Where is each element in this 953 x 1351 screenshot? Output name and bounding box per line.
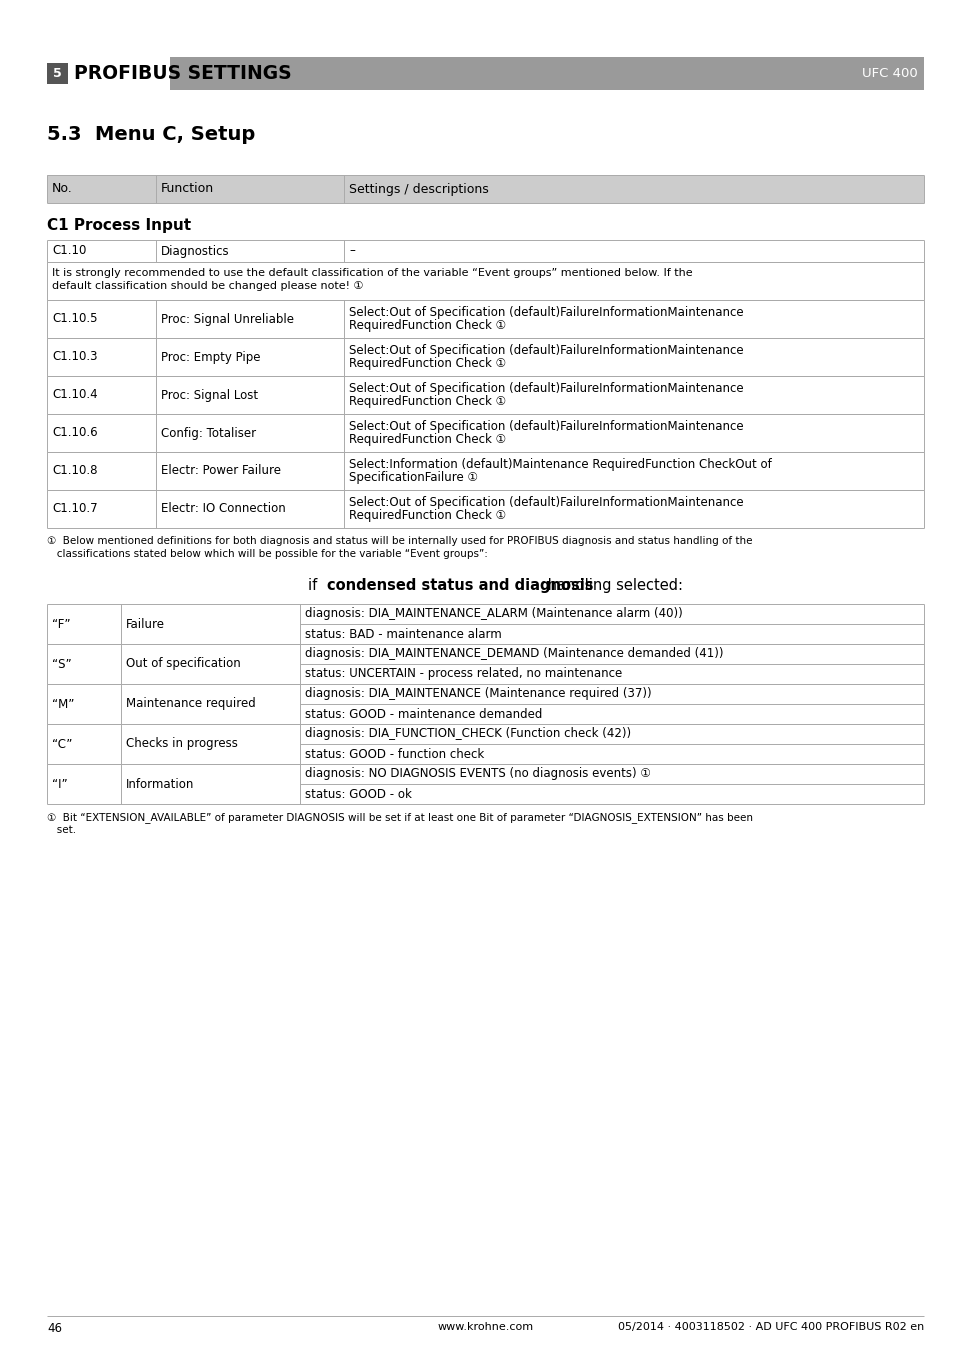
Text: RequiredFunction Check ①: RequiredFunction Check ① xyxy=(349,394,506,408)
Bar xyxy=(47,176,923,203)
Bar xyxy=(47,490,923,528)
Text: status: GOOD - maintenance demanded: status: GOOD - maintenance demanded xyxy=(305,708,542,720)
Bar xyxy=(47,453,923,490)
Bar xyxy=(47,262,923,300)
Text: Select:Out of Specification (default)FailureInformationMaintenance: Select:Out of Specification (default)Fai… xyxy=(349,305,742,319)
Text: No.: No. xyxy=(52,182,72,196)
Text: 05/2014 · 4003118502 · AD UFC 400 PROFIBUS R02 en: 05/2014 · 4003118502 · AD UFC 400 PROFIB… xyxy=(618,1323,923,1332)
Text: Select:Out of Specification (default)FailureInformationMaintenance: Select:Out of Specification (default)Fai… xyxy=(349,345,742,357)
Text: Information: Information xyxy=(126,777,194,790)
Text: C1.10.6: C1.10.6 xyxy=(52,427,97,439)
Text: Select:Out of Specification (default)FailureInformationMaintenance: Select:Out of Specification (default)Fai… xyxy=(349,420,742,434)
Bar xyxy=(47,63,68,84)
Text: It is strongly recommended to use the default classification of the variable “Ev: It is strongly recommended to use the de… xyxy=(52,267,692,278)
Text: C1.10: C1.10 xyxy=(52,245,87,258)
Text: C1 Process Input: C1 Process Input xyxy=(47,218,191,232)
Text: UFC 400: UFC 400 xyxy=(862,68,917,80)
Bar xyxy=(47,300,923,338)
Text: C1.10.5: C1.10.5 xyxy=(52,312,97,326)
Text: set.: set. xyxy=(47,825,76,835)
Text: Select:Out of Specification (default)FailureInformationMaintenance: Select:Out of Specification (default)Fai… xyxy=(349,496,742,509)
Text: diagnosis: DIA_FUNCTION_CHECK (Function check (42)): diagnosis: DIA_FUNCTION_CHECK (Function … xyxy=(305,727,631,740)
Text: “F”: “F” xyxy=(52,617,71,631)
Text: C1.10.3: C1.10.3 xyxy=(52,350,97,363)
Text: Out of specification: Out of specification xyxy=(126,658,240,670)
Bar xyxy=(47,240,923,262)
Bar xyxy=(47,376,923,413)
Text: default classification should be changed please note! ①: default classification should be changed… xyxy=(52,281,363,290)
Text: Electr: Power Failure: Electr: Power Failure xyxy=(161,465,281,477)
Text: www.krohne.com: www.krohne.com xyxy=(437,1323,533,1332)
Text: Diagnostics: Diagnostics xyxy=(161,245,230,258)
Text: RequiredFunction Check ①: RequiredFunction Check ① xyxy=(349,357,506,370)
Text: Proc: Signal Unreliable: Proc: Signal Unreliable xyxy=(161,312,294,326)
Text: Maintenance required: Maintenance required xyxy=(126,697,255,711)
Text: handling selected:: handling selected: xyxy=(542,578,682,593)
Text: diagnosis: DIA_MAINTENANCE_ALARM (Maintenance alarm (40)): diagnosis: DIA_MAINTENANCE_ALARM (Mainte… xyxy=(305,608,682,620)
Text: status: UNCERTAIN - process related, no maintenance: status: UNCERTAIN - process related, no … xyxy=(305,667,621,681)
Bar xyxy=(47,765,923,804)
Text: Function: Function xyxy=(161,182,213,196)
Text: Proc: Signal Lost: Proc: Signal Lost xyxy=(161,389,258,401)
Bar xyxy=(47,413,923,453)
Text: C1.10.7: C1.10.7 xyxy=(52,503,97,516)
Text: diagnosis: NO DIAGNOSIS EVENTS (no diagnosis events) ①: diagnosis: NO DIAGNOSIS EVENTS (no diagn… xyxy=(305,767,650,781)
Text: Proc: Empty Pipe: Proc: Empty Pipe xyxy=(161,350,260,363)
Text: if: if xyxy=(308,578,322,593)
Text: diagnosis: DIA_MAINTENANCE (Maintenance required (37)): diagnosis: DIA_MAINTENANCE (Maintenance … xyxy=(305,688,651,701)
Text: Electr: IO Connection: Electr: IO Connection xyxy=(161,503,286,516)
Text: status: BAD - maintenance alarm: status: BAD - maintenance alarm xyxy=(305,627,501,640)
Text: Select:Information (default)Maintenance RequiredFunction CheckOut of: Select:Information (default)Maintenance … xyxy=(349,458,771,471)
Text: PROFIBUS SETTINGS: PROFIBUS SETTINGS xyxy=(74,63,292,82)
Text: status: GOOD - ok: status: GOOD - ok xyxy=(305,788,412,801)
Text: Select:Out of Specification (default)FailureInformationMaintenance: Select:Out of Specification (default)Fai… xyxy=(349,382,742,394)
Text: “I”: “I” xyxy=(52,777,68,790)
Text: RequiredFunction Check ①: RequiredFunction Check ① xyxy=(349,434,506,446)
Text: 5.3  Menu C, Setup: 5.3 Menu C, Setup xyxy=(47,126,255,145)
Text: Failure: Failure xyxy=(126,617,165,631)
Text: Checks in progress: Checks in progress xyxy=(126,738,237,751)
Bar xyxy=(47,644,923,684)
Text: diagnosis: DIA_MAINTENANCE_DEMAND (Maintenance demanded (41)): diagnosis: DIA_MAINTENANCE_DEMAND (Maint… xyxy=(305,647,722,661)
Text: “S”: “S” xyxy=(52,658,71,670)
Text: 46: 46 xyxy=(47,1323,62,1335)
Text: Settings / descriptions: Settings / descriptions xyxy=(349,182,488,196)
Text: “C”: “C” xyxy=(52,738,72,751)
Text: classifications stated below which will be possible for the variable “Event grou: classifications stated below which will … xyxy=(47,549,487,559)
Bar xyxy=(47,724,923,765)
Bar xyxy=(170,57,923,91)
Text: ①  Bit “EXTENSION_AVAILABLE” of parameter DIAGNOSIS will be set if at least one : ① Bit “EXTENSION_AVAILABLE” of parameter… xyxy=(47,812,752,823)
Text: RequiredFunction Check ①: RequiredFunction Check ① xyxy=(349,509,506,521)
Bar xyxy=(47,604,923,644)
Text: status: GOOD - function check: status: GOOD - function check xyxy=(305,747,484,761)
Text: condensed status and diagnosis: condensed status and diagnosis xyxy=(327,578,593,593)
Text: Config: Totaliser: Config: Totaliser xyxy=(161,427,255,439)
Text: C1.10.4: C1.10.4 xyxy=(52,389,97,401)
Text: ①  Below mentioned definitions for both diagnosis and status will be internally : ① Below mentioned definitions for both d… xyxy=(47,536,752,546)
Bar xyxy=(47,684,923,724)
Bar xyxy=(47,338,923,376)
Text: C1.10.8: C1.10.8 xyxy=(52,465,97,477)
Text: –: – xyxy=(349,245,355,258)
Text: RequiredFunction Check ①: RequiredFunction Check ① xyxy=(349,319,506,332)
Text: “M”: “M” xyxy=(52,697,74,711)
Text: 5: 5 xyxy=(53,68,62,80)
Text: SpecificationFailure ①: SpecificationFailure ① xyxy=(349,471,477,484)
